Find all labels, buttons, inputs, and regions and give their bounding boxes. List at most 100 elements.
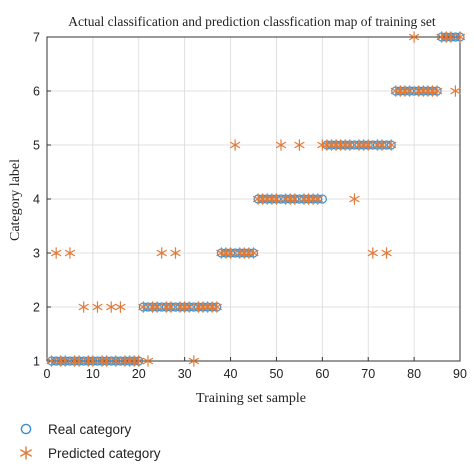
predicted-category-point [353, 139, 365, 151]
predicted-category-point [64, 247, 76, 259]
y-tick-label: 6 [33, 85, 40, 99]
predicted-category-point [409, 31, 420, 43]
predicted-category-point [441, 31, 452, 43]
predicted-category-point [330, 139, 342, 151]
predicted-category-point [138, 301, 149, 313]
predicted-category-point [312, 193, 323, 205]
circle-marker-icon [20, 423, 32, 435]
predicted-category-point [78, 301, 89, 313]
predicted-category-point [252, 193, 264, 205]
legend: Real category Predicted category [16, 417, 161, 465]
predicted-category-point [147, 301, 158, 313]
predicted-category-point [454, 31, 466, 43]
x-tick-label: 60 [315, 367, 329, 381]
predicted-category-point [115, 301, 126, 313]
predicted-category-point [83, 355, 94, 367]
predicted-category-point [390, 85, 401, 97]
predicted-category-series [46, 31, 466, 367]
asterisk-marker-icon [20, 446, 32, 460]
predicted-category-point [110, 355, 121, 367]
predicted-category-point [174, 301, 186, 313]
predicted-category-point [225, 247, 236, 259]
predicted-category-point [184, 301, 195, 313]
predicted-category-point [450, 85, 461, 97]
predicted-category-point [87, 355, 98, 367]
predicted-category-point [344, 139, 355, 151]
predicted-category-point [422, 85, 433, 97]
y-tick-label: 2 [33, 301, 40, 315]
x-tick-label: 80 [407, 367, 421, 381]
x-tick-label: 30 [178, 367, 192, 381]
y-tick-label: 1 [33, 355, 40, 369]
chart-title: Actual classification and prediction cla… [68, 14, 436, 29]
predicted-category-point [413, 85, 424, 97]
predicted-category-point [234, 247, 245, 259]
predicted-category-point [367, 247, 378, 259]
predicted-category-point [358, 139, 369, 151]
predicted-category-point [303, 193, 314, 205]
predicted-category-point [124, 355, 135, 367]
legend-item-real: Real category [16, 417, 161, 441]
predicted-category-point [165, 301, 177, 313]
data-points [46, 31, 466, 367]
predicted-category-point [271, 193, 282, 205]
predicted-category-point [161, 301, 172, 313]
predicted-category-point [266, 193, 277, 205]
predicted-category-point [69, 355, 80, 367]
predicted-category-point [119, 355, 131, 367]
predicted-category-point [243, 247, 255, 259]
predicted-category-point [46, 355, 57, 367]
predicted-category-point [386, 139, 397, 151]
predicted-category-point [142, 355, 154, 367]
predicted-category-point [74, 355, 85, 367]
predicted-category-point [317, 139, 328, 151]
x-tick-label: 90 [453, 367, 467, 381]
predicted-category-point [285, 193, 296, 205]
y-tick-label: 3 [33, 247, 40, 261]
predicted-category-point [101, 355, 112, 367]
predicted-category-point [340, 139, 351, 151]
predicted-category-point [381, 247, 392, 259]
predicted-category-point [230, 139, 241, 151]
predicted-category-point [445, 31, 456, 43]
predicted-category-point [431, 85, 443, 97]
predicted-category-point [60, 355, 71, 367]
predicted-category-point [239, 247, 250, 259]
predicted-category-point [399, 85, 411, 97]
predicted-category-point [193, 301, 204, 313]
predicted-category-point [96, 355, 108, 367]
predicted-category-point [179, 301, 190, 313]
x-tick-label: 20 [132, 367, 146, 381]
x-tick-label: 70 [361, 367, 375, 381]
predicted-category-point [335, 139, 346, 151]
x-tick-label: 10 [86, 367, 100, 381]
predicted-category-point [404, 85, 415, 97]
predicted-category-point [202, 301, 213, 313]
predicted-category-point [170, 247, 181, 259]
x-axis-label: Training set sample [196, 391, 306, 406]
predicted-category-point [395, 85, 406, 97]
predicted-category-point [289, 193, 300, 205]
predicted-category-point [372, 139, 383, 151]
predicted-category-point [129, 355, 140, 367]
y-tick-label: 4 [33, 193, 40, 207]
y-tick-label: 5 [33, 139, 40, 153]
predicted-category-point [349, 193, 360, 205]
predicted-category-point [92, 301, 103, 313]
predicted-category-point [197, 301, 209, 313]
predicted-category-point [55, 355, 66, 367]
predicted-category-point [216, 247, 227, 259]
predicted-category-point [294, 139, 305, 151]
predicted-category-point [262, 193, 273, 205]
legend-item-predicted: Predicted category [16, 441, 161, 465]
predicted-category-point [207, 301, 218, 313]
legend-label-real: Real category [48, 421, 132, 437]
predicted-category-point [376, 139, 388, 151]
predicted-category-point [275, 139, 287, 151]
predicted-category-point [326, 139, 337, 151]
x-tick-label: 40 [224, 367, 238, 381]
predicted-category-point [152, 301, 163, 313]
x-tick-label: 0 [44, 367, 51, 381]
y-tick-label: 7 [33, 31, 40, 45]
